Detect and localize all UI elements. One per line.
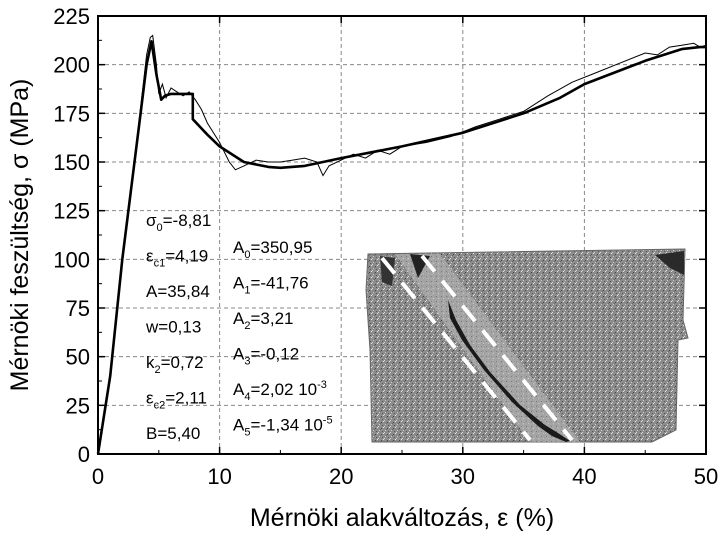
x-tick-label: 50 [694,464,718,489]
right-param: A2=3,21 [233,309,293,332]
x-tick-label: 10 [207,464,231,489]
param-superscript: -5 [323,415,333,427]
param-subscript: 1 [244,285,250,297]
param-subscript: 2 [155,364,161,376]
param-value: =-1,34 10 [250,416,322,435]
y-tick-label: 200 [53,53,90,78]
series-model-curve [96,40,706,455]
param-value: =0,72 [161,353,204,372]
params-right: A0=350,95A1=-41,76A2=3,21A3=-0,12A4=2,02… [233,238,333,439]
right-param: A5=-1,34 10-5 [233,415,333,439]
dashed-mark-left [380,256,532,442]
y-tick-label: 100 [53,247,90,272]
param-value: =3,21 [250,309,293,328]
param-value: =2,11 [165,389,207,408]
right-param: A4=2,02 10-3 [233,379,327,403]
param-subscript: 5 [244,427,250,439]
y-tick-label: 75 [66,296,90,321]
param-symbol: A [233,238,245,257]
left-param: A=35,84 [146,282,210,301]
x-tick-label: 30 [451,464,475,489]
y-tick-label: 50 [66,345,90,370]
param-subscript: 2 [244,320,250,332]
param-value: =-41,76 [250,274,308,293]
y-tick-label: 25 [66,393,90,418]
left-param: B=5,40 [146,424,200,443]
x-tick-label: 0 [92,464,104,489]
param-subscript: 3 [244,356,250,368]
left-param: σ0=-8,81 [146,211,211,234]
param-value: =350,95 [250,238,312,257]
y-tick-label: 175 [53,101,90,126]
param-value: B=5,40 [146,424,200,443]
param-subscript: 4 [244,391,250,403]
param-superscript: -3 [317,379,327,391]
param-symbol: ε [146,389,154,408]
right-param: A1=-41,76 [233,274,309,297]
param-subscript: c1 [154,258,166,270]
x-tick-label: 20 [329,464,353,489]
param-symbol: A [233,380,245,399]
x-axis-label: Mérnöki alakváltozás, ε (%) [250,504,554,532]
y-tick-label: 150 [53,150,90,175]
param-subscript: c2 [154,400,166,412]
param-symbol: σ [146,211,157,230]
left-param: w=0,13 [145,318,201,337]
dashed-mark-right [420,254,574,442]
param-value: A=35,84 [146,282,210,301]
param-subscript: 0 [157,222,163,234]
param-symbol: A [233,345,245,364]
param-symbol: ε [146,247,154,266]
left-param: εc1=4,19 [146,247,208,270]
specimen-photo [365,248,689,443]
params-left: σ0=-8,81εc1=4,19A=35,84w=0,13k2=0,72εc2=… [145,211,211,443]
param-subscript: 0 [244,249,250,261]
left-param: εc2=2,11 [146,389,207,412]
left-param: k2=0,72 [146,353,204,376]
param-value: w=0,13 [145,318,201,337]
y-tick-label: 225 [53,4,90,29]
x-tick-label: 40 [572,464,596,489]
axis-ticks [97,15,707,455]
param-value: =4,19 [165,247,208,266]
y-axis-label: Mérnöki feszültség, σ (MPa) [6,79,34,392]
y-tick-label: 0 [78,442,90,467]
param-value: =-0,12 [250,345,299,364]
right-param: A0=350,95 [233,238,312,261]
param-symbol: A [233,274,245,293]
right-param: A3=-0,12 [233,345,299,368]
y-tick-labels: 0 25 50 75 100 125 150 175 200 225 [53,4,90,467]
param-value: =2,02 10 [250,380,317,399]
param-symbol: A [233,416,245,435]
y-tick-label: 125 [53,199,90,224]
param-symbol: k [146,353,155,372]
param-symbol: A [233,309,245,328]
param-value: =-8,81 [163,211,212,230]
x-tick-labels: 0 10 20 30 40 50 [92,464,718,489]
